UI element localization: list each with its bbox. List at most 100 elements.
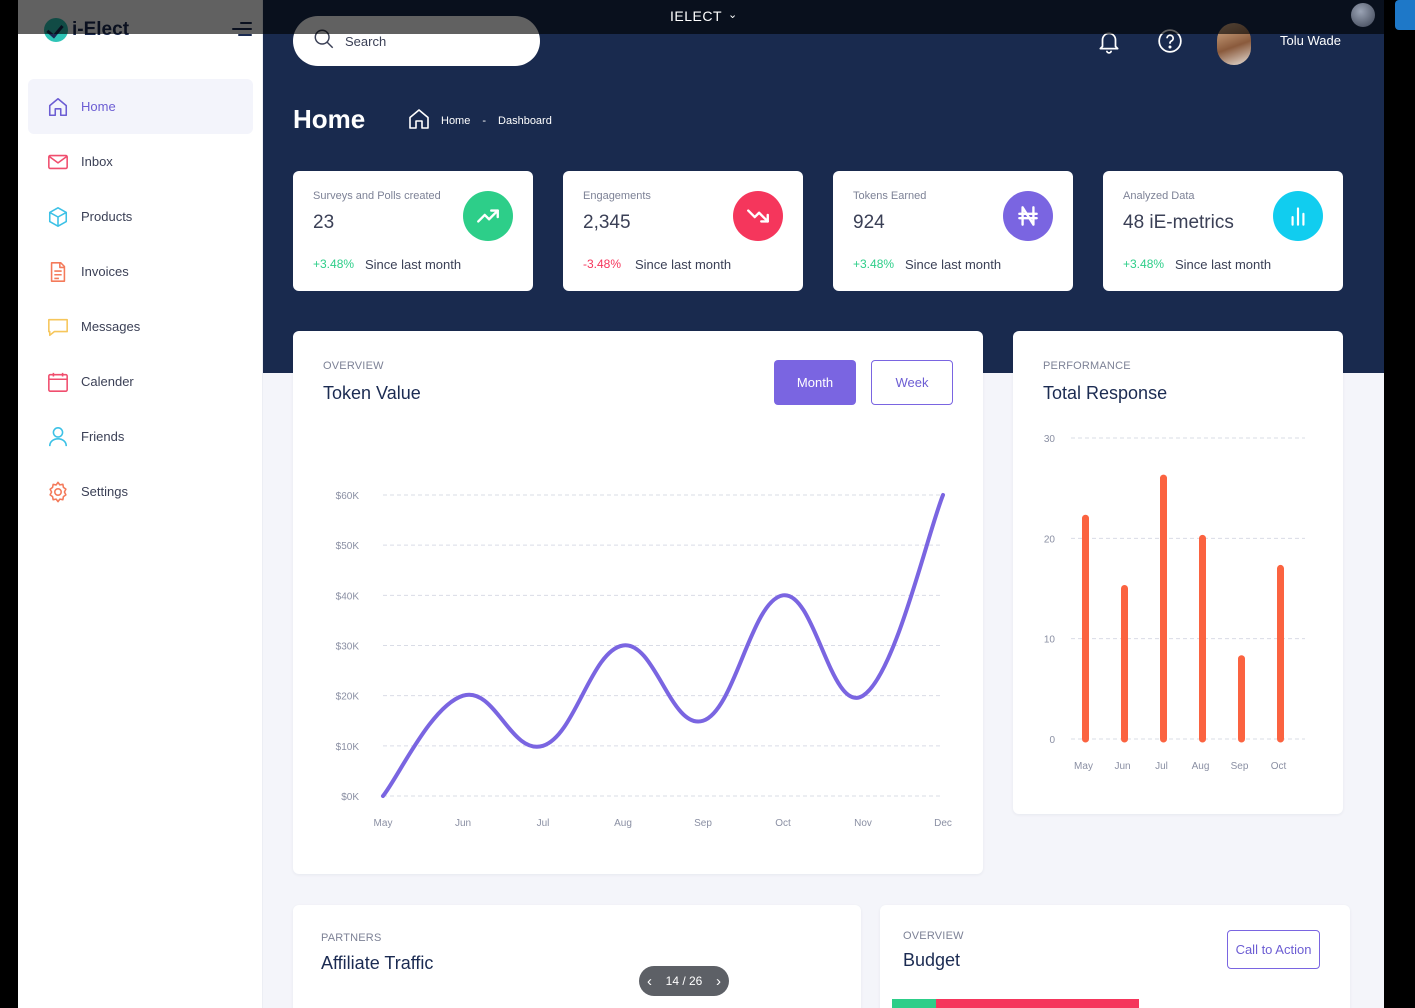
token-value-chart: $0K $10K $20K $30K $40K $50K $60K May Jun Jul Aug S…: [336, 491, 952, 829]
home-icon[interactable]: [407, 107, 431, 134]
chevron-down-icon[interactable]: ⌄: [728, 9, 738, 21]
help-icon[interactable]: [1157, 28, 1183, 54]
x-tick-label: Oct: [775, 818, 791, 829]
x-tick-label: Oct: [1271, 761, 1287, 772]
page-pager: ‹ 14 / 26 ›: [639, 966, 729, 996]
budget-segment-negative: [936, 999, 1139, 1008]
stat-card-analyzed[interactable]: Analyzed Data 48 iE-metrics +3.48% Since…: [1103, 171, 1343, 291]
x-tick-label: Aug: [1192, 761, 1210, 772]
calendar-icon: [47, 371, 69, 393]
menu-toggle-icon[interactable]: [232, 22, 252, 38]
budget-segment-positive: [892, 999, 936, 1008]
y-tick-label: 20: [1044, 534, 1056, 545]
x-tick-label: Sep: [694, 818, 712, 829]
stat-card-surveys[interactable]: Surveys and Polls created 23 +3.48% Sinc…: [293, 171, 533, 291]
breadcrumb-home[interactable]: Home: [441, 114, 471, 127]
stat-label: Engagements: [583, 190, 651, 202]
stat-since: Since last month: [365, 257, 462, 272]
sidebar-item-label: Friends: [81, 429, 125, 444]
sidebar-item-messages[interactable]: Messages: [28, 299, 253, 354]
y-tick-label: $30K: [336, 642, 360, 653]
token-value-panel: OVERVIEW Token Value Month Week $0K $10K $…: [293, 331, 983, 874]
sidebar-item-calender[interactable]: Calender: [28, 354, 253, 409]
y-tick-label: $0K: [341, 792, 359, 803]
stat-since: Since last month: [1175, 257, 1272, 272]
account-avatar[interactable]: [1351, 3, 1375, 27]
avatar[interactable]: [1217, 23, 1251, 65]
chevron-right-icon[interactable]: ›: [715, 972, 721, 990]
sidebar-item-label: Inbox: [81, 154, 113, 169]
home-icon: [47, 96, 69, 118]
sidebar-item-products[interactable]: Products: [28, 189, 253, 244]
x-tick-label: Jul: [537, 818, 550, 829]
y-tick-label: 0: [1049, 735, 1055, 746]
x-tick-label: Sep: [1231, 761, 1249, 772]
panel-kicker: OVERVIEW: [323, 360, 384, 372]
y-tick-label: $50K: [336, 541, 360, 552]
affiliate-traffic-panel: PARTNERS Affiliate Traffic: [293, 905, 861, 1008]
total-response-chart: 0 10 20 30 May Jun Jul Aug Sep Oct: [1044, 434, 1305, 772]
naira-icon: [1003, 191, 1053, 241]
sidebar-item-settings[interactable]: Settings: [28, 464, 253, 519]
total-response-panel: PERFORMANCE Total Response 0 10 20 30 May Jun…: [1013, 331, 1343, 814]
y-tick-label: $10K: [336, 742, 360, 753]
check-logo-icon: [44, 18, 68, 42]
sidebar-item-home[interactable]: Home: [28, 79, 253, 134]
x-tick-label: Dec: [934, 818, 952, 829]
breadcrumb-separator: -: [482, 114, 487, 127]
share-button[interactable]: [1395, 0, 1415, 30]
brand-name: i-Elect: [72, 19, 130, 40]
window-title[interactable]: IELECT: [670, 8, 723, 24]
trend-down-icon: [733, 191, 783, 241]
y-tick-label: $20K: [336, 692, 360, 703]
gear-icon: [47, 481, 69, 503]
search-icon: [313, 28, 335, 55]
brand-logo[interactable]: i-Elect: [44, 18, 129, 42]
panel-title: Total Response: [1043, 383, 1168, 403]
file-icon: [47, 261, 69, 283]
app-window: i-Elect Home Inbox Products: [18, 0, 1384, 1008]
sidebar-item-label: Calender: [81, 374, 134, 389]
page-indicator: 14 / 26: [665, 974, 703, 988]
stat-label: Analyzed Data: [1123, 190, 1195, 202]
sidebar-item-invoices[interactable]: Invoices: [28, 244, 253, 299]
message-icon: [47, 316, 69, 338]
panel-kicker: OVERVIEW: [903, 930, 964, 942]
series-line: [381, 493, 945, 798]
y-tick-label: $60K: [336, 491, 360, 502]
panel-title: Affiliate Traffic: [321, 953, 434, 973]
x-tick-label: May: [1074, 761, 1093, 772]
stat-delta: +3.48%: [1123, 257, 1165, 271]
stat-value: 2,345: [583, 212, 631, 233]
trend-up-icon: [463, 191, 513, 241]
sidebar-item-inbox[interactable]: Inbox: [28, 134, 253, 189]
search-input[interactable]: [345, 33, 515, 49]
x-tick-label: May: [374, 818, 393, 829]
sidebar-item-friends[interactable]: Friends: [28, 409, 253, 464]
stat-since: Since last month: [635, 257, 732, 272]
stat-card-engagements[interactable]: Engagements 2,345 -3.48% Since last mont…: [563, 171, 803, 291]
sidebar-item-label: Home: [81, 99, 116, 114]
bell-icon[interactable]: [1096, 28, 1122, 54]
stat-value: 23: [313, 212, 335, 233]
stat-label: Surveys and Polls created: [313, 190, 441, 202]
sidebar-item-label: Invoices: [81, 264, 129, 279]
sidebar-item-label: Messages: [81, 319, 141, 334]
search-bar[interactable]: [293, 16, 540, 66]
chevron-left-icon[interactable]: ‹: [647, 972, 652, 990]
sidebar-item-label: Settings: [81, 484, 128, 499]
panel-kicker: PERFORMANCE: [1043, 360, 1131, 372]
breadcrumb-dashboard[interactable]: Dashboard: [498, 114, 552, 127]
call-to-action-button[interactable]: Call to Action: [1227, 930, 1320, 969]
month-button[interactable]: Month: [774, 360, 856, 405]
stat-value: 48 iE-metrics: [1123, 212, 1234, 233]
x-tick-label: Nov: [854, 818, 872, 829]
user-name[interactable]: Tolu Wade: [1280, 33, 1341, 48]
y-tick-label: 30: [1044, 434, 1056, 445]
stat-label: Tokens Earned: [853, 190, 927, 202]
budget-panel: OVERVIEW Budget Call to Action: [880, 905, 1350, 1008]
x-tick-label: Jun: [455, 818, 471, 829]
week-button[interactable]: Week: [871, 360, 953, 405]
stat-delta: +3.48%: [313, 257, 355, 271]
stat-card-tokens[interactable]: Tokens Earned 924 +3.48% Since last mont…: [833, 171, 1073, 291]
